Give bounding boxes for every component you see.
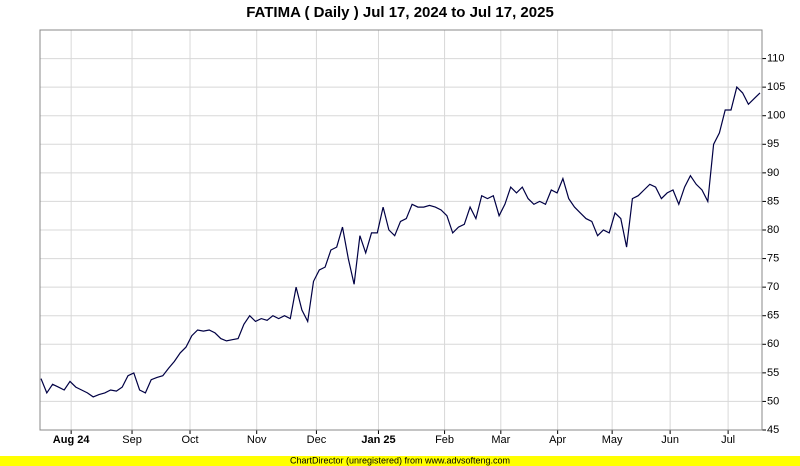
x-tick-label: Sep <box>122 434 142 446</box>
y-tick-label: 45 <box>767 424 779 436</box>
x-tick-label: May <box>602 434 623 446</box>
y-tick-label: 70 <box>767 281 779 293</box>
chart-title: FATIMA ( Daily ) Jul 17, 2024 to Jul 17,… <box>246 4 554 21</box>
y-tick-label: 85 <box>767 195 779 207</box>
y-tick-label: 90 <box>767 167 779 179</box>
x-tick-label: Jul <box>721 434 735 446</box>
y-tick-label: 75 <box>767 252 779 264</box>
plot-border <box>39 29 763 431</box>
y-tick-label: 110 <box>767 52 785 64</box>
y-tick-label: 55 <box>767 367 779 379</box>
x-tick-label: Jan 25 <box>361 434 395 446</box>
x-tick-label: Dec <box>307 434 327 446</box>
y-tick-label: 80 <box>767 224 779 236</box>
footer-bar <box>0 456 800 466</box>
x-tick-label: Apr <box>549 434 566 446</box>
y-tick-label: 65 <box>767 310 779 322</box>
footer-text: ChartDirector (unregistered) from www.ad… <box>290 455 510 465</box>
y-tick-label: 60 <box>767 338 779 350</box>
price-line <box>40 85 761 398</box>
y-tick-label: 95 <box>767 138 779 150</box>
x-tick-label: Mar <box>491 434 510 446</box>
y-tick-label: 50 <box>767 395 779 407</box>
x-tick-label: Jun <box>661 434 679 446</box>
x-tick-label: Oct <box>181 434 198 446</box>
x-tick-label: Feb <box>435 434 454 446</box>
x-tick-label: Aug 24 <box>53 434 91 446</box>
y-tick-label: 100 <box>767 110 785 122</box>
y-tick-label: 105 <box>767 81 785 93</box>
x-tick-label: Nov <box>247 434 267 446</box>
